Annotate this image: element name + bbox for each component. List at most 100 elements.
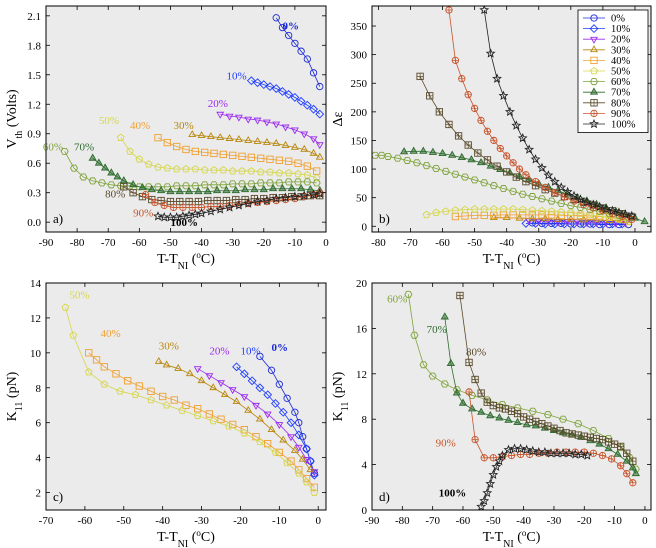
data-point: [485, 478, 496, 489]
data-point: [268, 183, 278, 192]
data-point: [528, 206, 537, 214]
data-point: [204, 196, 212, 205]
plot-frame: [371, 282, 652, 511]
data-point: [465, 358, 473, 367]
data-point: [188, 130, 197, 138]
data-point: [85, 349, 93, 357]
data-point: [497, 450, 508, 460]
data-point: [586, 206, 595, 214]
data-point: [445, 6, 453, 14]
data-point: [550, 219, 560, 229]
series-label: 10%: [240, 346, 260, 358]
legend-entry: 0%: [611, 14, 625, 25]
data-point: [281, 140, 290, 148]
data-point: [438, 148, 447, 157]
data-point: [496, 144, 504, 153]
data-point: [266, 155, 274, 163]
data-point: [259, 184, 268, 193]
x-tick-label: 0: [315, 515, 321, 527]
data-point: [100, 163, 110, 171]
data-point: [464, 91, 472, 99]
data-point: [253, 117, 262, 125]
data-point: [253, 78, 262, 88]
data-point: [477, 407, 486, 415]
data-point: [287, 434, 295, 442]
series-label: 0%: [272, 342, 289, 354]
y-tick-label: 8: [36, 383, 42, 395]
data-point: [312, 173, 321, 182]
data-point: [300, 144, 309, 152]
data-point: [314, 188, 325, 198]
data-point: [262, 119, 271, 127]
data-point: [284, 168, 293, 177]
data-point: [60, 147, 69, 155]
data-point: [88, 177, 97, 185]
data-point: [428, 372, 437, 380]
data-point: [283, 394, 291, 402]
data-point: [446, 358, 456, 366]
data-point: [231, 185, 240, 194]
data-point: [120, 183, 128, 191]
data-point: [598, 451, 607, 460]
data-point: [294, 444, 303, 452]
data-point: [188, 203, 196, 212]
legend-entry: 60%: [611, 77, 631, 88]
data-point: [574, 420, 583, 428]
data-point: [275, 156, 283, 164]
data-point: [456, 291, 464, 300]
data-point: [543, 170, 554, 180]
series-label: 90%: [133, 207, 153, 219]
series-label: 100%: [439, 487, 467, 499]
data-point: [309, 470, 319, 480]
data-point: [225, 134, 234, 141]
data-point: [278, 23, 287, 32]
data-point: [527, 445, 538, 456]
series-line-0pct: [275, 17, 321, 87]
data-point: [458, 75, 466, 83]
data-point: [286, 418, 296, 428]
data-point: [454, 132, 463, 140]
panel-c: -70 -60 -50 -40 -30 -20 -10 0 2 4 6 8 10 12 14 0% 10% 20%…: [5, 278, 327, 548]
y-tick-label: 200: [351, 107, 368, 119]
x-tick-label: -60: [435, 237, 450, 249]
data-point: [275, 380, 283, 388]
data-point: [416, 72, 424, 81]
data-point: [191, 165, 200, 173]
data-point: [209, 181, 219, 189]
data-point: [479, 6, 490, 15]
data-point: [266, 168, 274, 176]
data-point: [531, 178, 540, 186]
data-point: [522, 171, 530, 179]
data-point: [283, 458, 291, 467]
data-point: [135, 382, 143, 390]
data-point: [216, 133, 225, 140]
data-point: [244, 136, 253, 143]
data-point: [490, 205, 498, 213]
data-point: [526, 450, 534, 459]
data-point: [193, 366, 202, 374]
data-point: [279, 435, 288, 443]
series-label: 50%: [69, 290, 89, 302]
data-point: [229, 151, 237, 160]
series-label: 40%: [100, 328, 120, 340]
data-point: [147, 387, 155, 395]
data-point: [470, 104, 479, 113]
data-point: [261, 195, 272, 205]
data-point: [285, 157, 293, 165]
x-axis-title: T-TNI (oC): [157, 528, 215, 548]
data-point: [173, 142, 181, 151]
data-point: [84, 367, 93, 376]
series-label: 0%: [282, 21, 299, 33]
data-point: [222, 185, 231, 194]
data-point: [607, 455, 616, 463]
data-point: [582, 219, 591, 227]
data-point: [300, 131, 309, 139]
data-point: [422, 210, 431, 219]
x-tick-label: -30: [531, 237, 546, 249]
x-tick-label: -70: [425, 515, 440, 527]
legend-marker: [590, 109, 598, 118]
data-point: [162, 401, 171, 409]
data-point: [512, 173, 520, 181]
data-point: [209, 383, 218, 391]
panel-label: b): [379, 211, 390, 226]
